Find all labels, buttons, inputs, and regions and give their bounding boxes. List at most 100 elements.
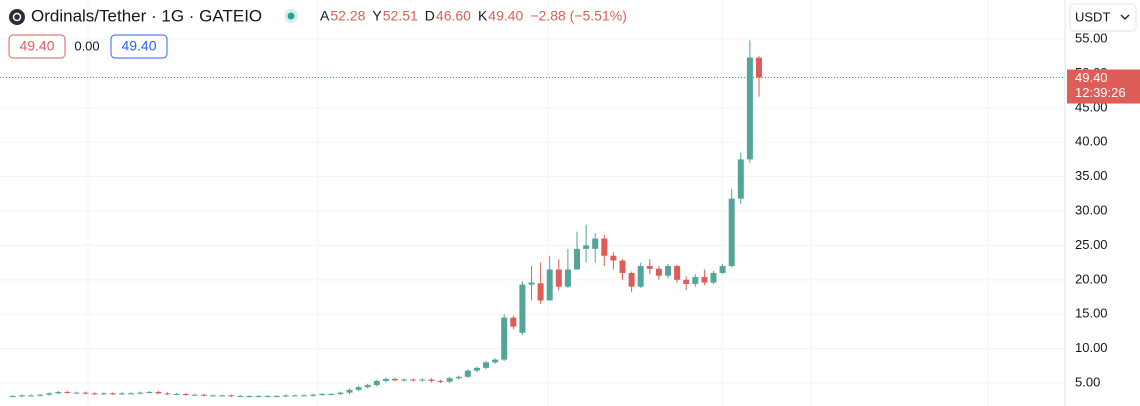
candle-body — [619, 260, 626, 273]
candle-body — [28, 395, 34, 397]
candle-body — [528, 282, 535, 285]
candle-body — [637, 266, 644, 287]
candle-body — [91, 393, 98, 395]
candle-body — [82, 392, 89, 394]
candle-body — [473, 367, 480, 371]
candle-body — [401, 379, 408, 381]
y-tick-label: 30.00 — [1075, 202, 1108, 217]
y-tick-label: 40.00 — [1075, 134, 1108, 149]
candle-body — [373, 380, 380, 386]
candle-body — [173, 394, 180, 396]
candles — [9, 40, 762, 398]
legend-key: A — [320, 8, 330, 24]
candle-body — [355, 387, 362, 390]
candle-body — [728, 198, 735, 267]
legend-key: D — [425, 8, 435, 24]
candle-body — [9, 396, 16, 398]
candle-body — [483, 362, 489, 368]
candle-body — [392, 378, 398, 381]
candle-body — [291, 395, 298, 397]
last-price-box — [1067, 69, 1140, 104]
candle-body — [537, 283, 544, 301]
candle-body — [200, 394, 207, 396]
candle-body — [282, 395, 289, 397]
candle-body — [446, 378, 453, 382]
ohlc-legend: A 52.28 Y 52.51 D 46.60 K 49.40 −2.88 (−5.51%) — [320, 8, 627, 24]
candle-body — [546, 269, 553, 301]
candle-body — [164, 393, 171, 395]
candle-body — [310, 394, 317, 396]
candle-body — [382, 378, 389, 381]
candle-body — [182, 394, 189, 396]
candle-body — [737, 159, 744, 199]
candle-body — [428, 379, 435, 381]
candle-body — [501, 317, 508, 360]
candle-body — [146, 391, 153, 393]
candle-body — [264, 396, 271, 398]
candle-body — [119, 393, 125, 395]
candle-body — [628, 272, 635, 287]
input-value: 49.40 — [19, 38, 54, 54]
candle-body — [237, 396, 244, 398]
y-tick-label: 15.00 — [1075, 306, 1108, 321]
candle-body — [510, 317, 517, 327]
input-box[interactable] — [110, 34, 168, 59]
header: Ordinals/Tether · 1G · GATEIO A 52.28 Y 52.… — [8, 6, 627, 59]
candle-body — [519, 284, 526, 333]
y-tick-label: 35.00 — [1075, 168, 1108, 183]
input-value: 49.40 — [121, 38, 156, 54]
y-tick-label: 55.00 — [1075, 30, 1108, 45]
candle-body — [210, 395, 216, 397]
candle-body — [756, 57, 762, 78]
y-tick-label: 10.00 — [1075, 340, 1108, 355]
legend-key: K — [478, 8, 488, 24]
candle-body — [492, 359, 499, 363]
candle-body — [128, 393, 135, 395]
price-axis: 5.00 10.00 15.00 20.00 25.00 30.00 35.00 40.00 4… — [1067, 30, 1140, 389]
currency-label: USDT — [1075, 9, 1110, 24]
candle-body — [191, 394, 198, 396]
candle-body — [564, 269, 571, 287]
y-tick-label: 20.00 — [1075, 271, 1108, 286]
currency-button[interactable] — [1069, 3, 1137, 32]
grid — [0, 38, 1065, 384]
candle-body — [592, 238, 599, 249]
candle-body — [601, 238, 608, 256]
candle-body — [364, 385, 371, 388]
candle-body — [719, 266, 726, 273]
status-dot — [287, 12, 295, 20]
candle-body — [346, 389, 353, 393]
candle-body — [137, 392, 144, 394]
input-value: 0.00 — [74, 38, 99, 53]
candle-body — [710, 272, 717, 283]
candle-body — [437, 380, 444, 382]
candle-body — [746, 57, 753, 160]
legend-value: 52.28 — [330, 8, 365, 24]
candle-body — [228, 395, 235, 397]
candle-body — [219, 395, 226, 397]
symbol-icon-ring — [12, 12, 22, 22]
last-price-label: 49.40 — [1075, 70, 1108, 85]
legend-key: Y — [372, 8, 382, 24]
candle-body — [37, 394, 44, 396]
candle-body — [583, 245, 590, 249]
candle-body — [301, 395, 307, 397]
y-tick-label: 25.00 — [1075, 237, 1108, 252]
symbol-title: Ordinals/Tether · 1G · GATEIO — [31, 6, 262, 25]
candle-body — [155, 391, 162, 394]
candle-body — [328, 394, 335, 396]
candle-body — [46, 393, 53, 395]
candle-body — [18, 395, 25, 397]
candle-body — [273, 396, 280, 398]
candle-body — [665, 266, 671, 276]
legend-value: 46.60 — [436, 8, 471, 24]
input-box[interactable] — [8, 34, 66, 59]
candle-body — [464, 370, 471, 377]
candle-body — [109, 393, 116, 395]
candle-body — [64, 391, 71, 393]
candle-body — [337, 392, 344, 395]
candle-body — [574, 248, 580, 270]
candle-body — [701, 277, 708, 283]
candle-body — [674, 266, 681, 280]
